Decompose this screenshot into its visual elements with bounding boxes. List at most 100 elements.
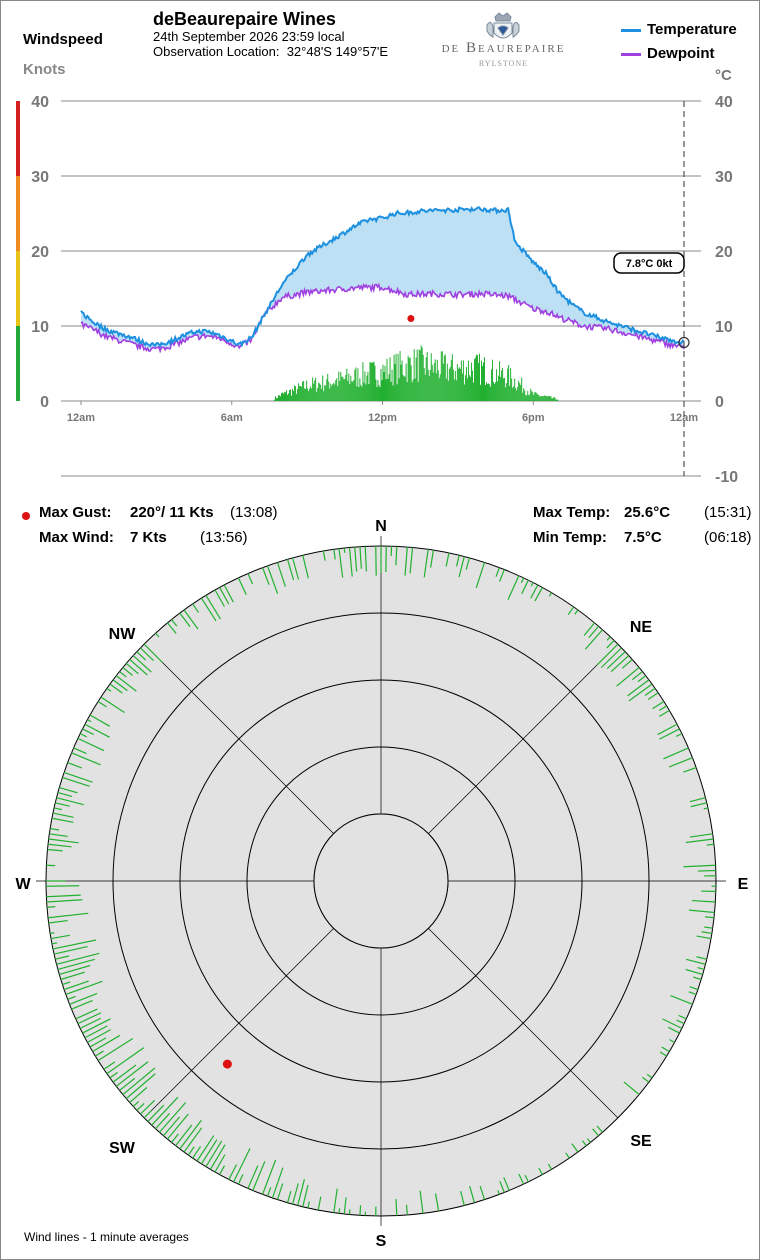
wind-direction-line	[524, 1174, 529, 1183]
wind-direction-line	[77, 1012, 102, 1025]
wind-direction-line	[87, 1029, 111, 1043]
max-gust-label: Max Gust:	[39, 504, 112, 521]
wind-direction-line	[286, 559, 295, 581]
temp-tick-label: 0	[715, 394, 724, 411]
wind-direction-line	[77, 737, 105, 752]
wind-direction-line	[237, 577, 247, 596]
wind-direction-line	[567, 606, 575, 616]
wind-direction-line	[143, 1110, 152, 1119]
wind-tick-label: 10	[31, 319, 49, 336]
min-temp-label: Min Temp:	[533, 529, 607, 546]
wind-direction-line	[59, 964, 91, 976]
wind-direction-line	[79, 733, 87, 738]
wind-direction-line	[205, 595, 221, 620]
wind-direction-line	[455, 555, 460, 567]
wind-direction-line	[364, 546, 368, 572]
wind-direction-line	[175, 1124, 193, 1147]
wind-direction-line	[205, 1140, 223, 1167]
wind-direction-line	[521, 579, 529, 595]
wind-direction-line	[48, 838, 79, 844]
wind-direction-line	[419, 1190, 424, 1214]
wind-direction-line	[89, 714, 111, 727]
wind-direction-line	[670, 995, 693, 1005]
wind-direction-line	[348, 547, 353, 577]
wind-direction-line	[359, 546, 362, 569]
wind-direction-line	[409, 547, 414, 574]
wind-direction-line	[460, 1191, 465, 1206]
wind-tick-label: 20	[31, 244, 49, 261]
wind-direction-line	[518, 1173, 525, 1185]
wind-direction-line	[50, 828, 60, 831]
wind-direction-line	[469, 1185, 476, 1203]
wind-direction-line	[97, 1038, 134, 1062]
wind-direction-line	[333, 549, 336, 560]
temp-tick-label: 40	[715, 94, 733, 111]
wind-direction-line	[57, 958, 96, 970]
wind-direction-line	[434, 1193, 440, 1212]
wind-direction-line	[697, 967, 705, 970]
wind-direction-line	[56, 952, 100, 965]
wind-direction-line	[233, 1148, 251, 1183]
wind-direction-line	[706, 843, 715, 846]
wind-direction-line	[219, 1165, 225, 1175]
wind-direction-line	[100, 696, 125, 714]
wind-bars	[273, 345, 559, 401]
wind-direction-line	[62, 981, 71, 986]
wind-direction-line	[322, 550, 326, 561]
wind-direction-line	[704, 926, 713, 929]
wind-direction-line	[548, 592, 553, 597]
wind-direction-line	[187, 1146, 195, 1156]
wind-direction-line	[688, 909, 715, 914]
logo-wordmark: de Beaurepaire	[441, 40, 566, 56]
wind-direction-line	[103, 1061, 116, 1070]
wind-direction-line	[658, 705, 667, 712]
wind-direction-line	[581, 1140, 587, 1147]
wind-direction-line	[644, 687, 656, 696]
wind-direction-line	[82, 728, 94, 736]
current-readout-box	[613, 252, 685, 274]
wind-direction-line	[498, 569, 505, 582]
wind-direction-line	[49, 833, 68, 838]
wind-direction-line	[683, 766, 697, 773]
wind-direction-line	[689, 986, 699, 991]
wind-direction-line	[192, 603, 200, 613]
wind-direction-line	[57, 792, 73, 798]
compass-label-sw: SW	[109, 1140, 136, 1157]
max-wind-value: 7 Kts	[130, 529, 167, 546]
wind-direction-line	[106, 687, 112, 692]
wind-direction-line	[688, 991, 697, 996]
wind-direction-line	[65, 980, 103, 996]
wind-direction-line	[701, 931, 712, 934]
wind-direction-line	[159, 1102, 187, 1133]
wind-direction-line	[69, 992, 98, 1005]
observation-datetime: 24th September 2026 23:59 local	[153, 29, 345, 44]
temperature-series-line	[80, 206, 685, 348]
min-temp-value: 7.5°C	[624, 529, 662, 546]
winery-logo: de Beaurepaire RYLSTONE	[421, 11, 586, 71]
wind-direction-line	[53, 807, 62, 811]
wind-direction-line	[51, 942, 58, 945]
wind-rose-spoke	[143, 928, 334, 1119]
wind-direction-line	[67, 762, 82, 769]
wind-direction-line	[661, 1046, 670, 1053]
wind-direction-line	[71, 752, 101, 766]
compass-label-nw: NW	[109, 626, 137, 643]
wind-direction-line	[214, 1154, 226, 1173]
wind-direction-line	[171, 619, 178, 627]
max-temp-value: 25.6°C	[624, 504, 671, 521]
current-readout-text: 7.8°C 0kt	[626, 258, 673, 270]
wind-direction-line	[56, 797, 84, 806]
wind-direction-line	[115, 1061, 149, 1087]
wind-direction-line	[196, 1135, 215, 1162]
wind-direction-line	[652, 700, 665, 710]
wind-direction-line	[584, 629, 603, 650]
wind-direction-line	[685, 958, 706, 965]
wind-direction-line	[458, 556, 465, 578]
wind-direction-line	[359, 1205, 362, 1216]
wind-direction-line	[302, 1184, 309, 1207]
wind-direction-line	[628, 683, 653, 702]
wind-direction-line	[685, 968, 703, 976]
wind-direction-line	[47, 843, 72, 848]
wind-direction-line	[507, 575, 520, 600]
